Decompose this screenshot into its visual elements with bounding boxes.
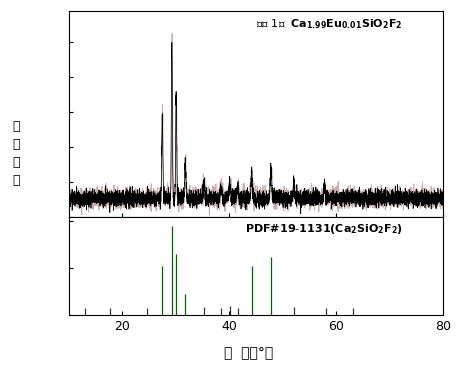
Text: 实例 1：  $\mathbf{Ca_{1.99}Eu_{0.01}SiO_2F_2}$: 实例 1： $\mathbf{Ca_{1.99}Eu_{0.01}SiO_2F_…	[256, 17, 403, 31]
Text: 角  度（°）: 角 度（°）	[224, 347, 274, 361]
Text: 相
对
强
度: 相 对 强 度	[12, 120, 20, 187]
Text: $\mathbf{PDF\#19\text{-}1131(Ca_2SiO_2F_2)}$: $\mathbf{PDF\#19\text{-}1131(Ca_2SiO_2F_…	[244, 222, 403, 236]
